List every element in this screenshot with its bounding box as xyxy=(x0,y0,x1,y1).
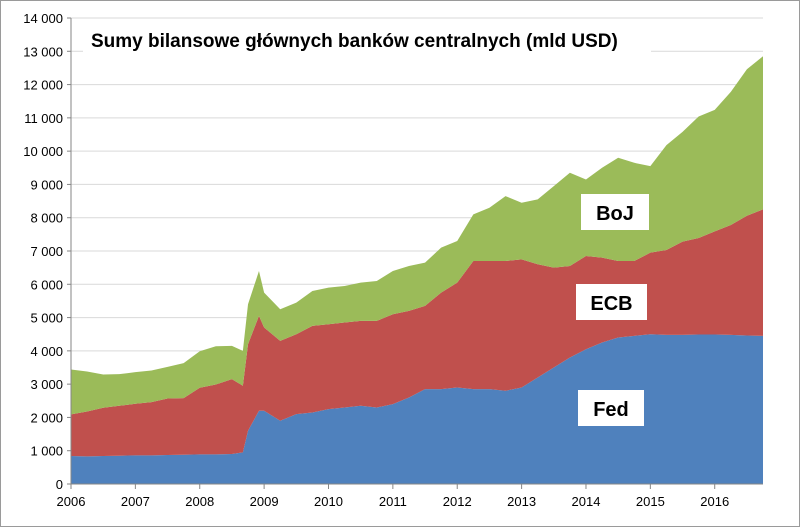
x-tick-label: 2013 xyxy=(507,494,536,509)
plot-areas xyxy=(71,56,763,484)
y-tick-label: 5 000 xyxy=(30,311,63,326)
fed-area-label: Fed xyxy=(593,399,629,421)
y-tick-label: 13 000 xyxy=(23,44,63,59)
x-tick-label: 2010 xyxy=(314,494,343,509)
ecb-area-label: ECB xyxy=(590,293,632,315)
y-tick-label: 12 000 xyxy=(23,78,63,93)
boj-label-box xyxy=(581,194,649,230)
x-tick-labels: 2006 2007 2008 2009 2010 2011 2012 2013 2014 2015… xyxy=(57,484,729,509)
x-tick-label: 2016 xyxy=(700,494,729,509)
x-tick-label: 2015 xyxy=(636,494,665,509)
y-tick-label: 6 000 xyxy=(30,277,63,292)
y-tick-label: 0 xyxy=(56,477,63,492)
ecb-label-box xyxy=(576,284,647,320)
y-tick-label: 7 000 xyxy=(30,244,63,259)
x-tick-label: 2012 xyxy=(443,494,472,509)
y-tick-labels: 0 1 000 2 000 3 000 4 000 5 000 6 000 7 000 8 00… xyxy=(23,11,71,492)
area-series-ecb xyxy=(71,209,763,457)
y-tick-label: 8 000 xyxy=(30,211,63,226)
y-tick-label: 3 000 xyxy=(30,377,63,392)
area-series-boj xyxy=(71,56,763,415)
y-tick-label: 10 000 xyxy=(23,144,63,159)
x-tick-label: 2006 xyxy=(57,494,86,509)
y-tick-label: 11 000 xyxy=(24,111,63,126)
boj-area-label: BoJ xyxy=(596,203,634,225)
y-tick-label: 4 000 xyxy=(30,344,63,359)
y-tick-label: 1 000 xyxy=(30,444,63,459)
x-tick-label: 2011 xyxy=(379,494,407,509)
title-box xyxy=(83,23,651,55)
x-tick-label: 2014 xyxy=(572,494,601,509)
y-tick-label: 2 000 xyxy=(30,410,63,425)
fed-label-box xyxy=(578,390,644,426)
y-tick-label: 14 000 xyxy=(23,11,63,26)
area-series-fed xyxy=(71,334,763,484)
x-tick-label: 2007 xyxy=(121,494,150,509)
x-tick-label: 2009 xyxy=(250,494,279,509)
chart-title: Sumy bilansowe głównych banków centralny… xyxy=(91,31,618,52)
x-tick-label: 2008 xyxy=(185,494,214,509)
y-tick-label: 9 000 xyxy=(30,177,63,192)
